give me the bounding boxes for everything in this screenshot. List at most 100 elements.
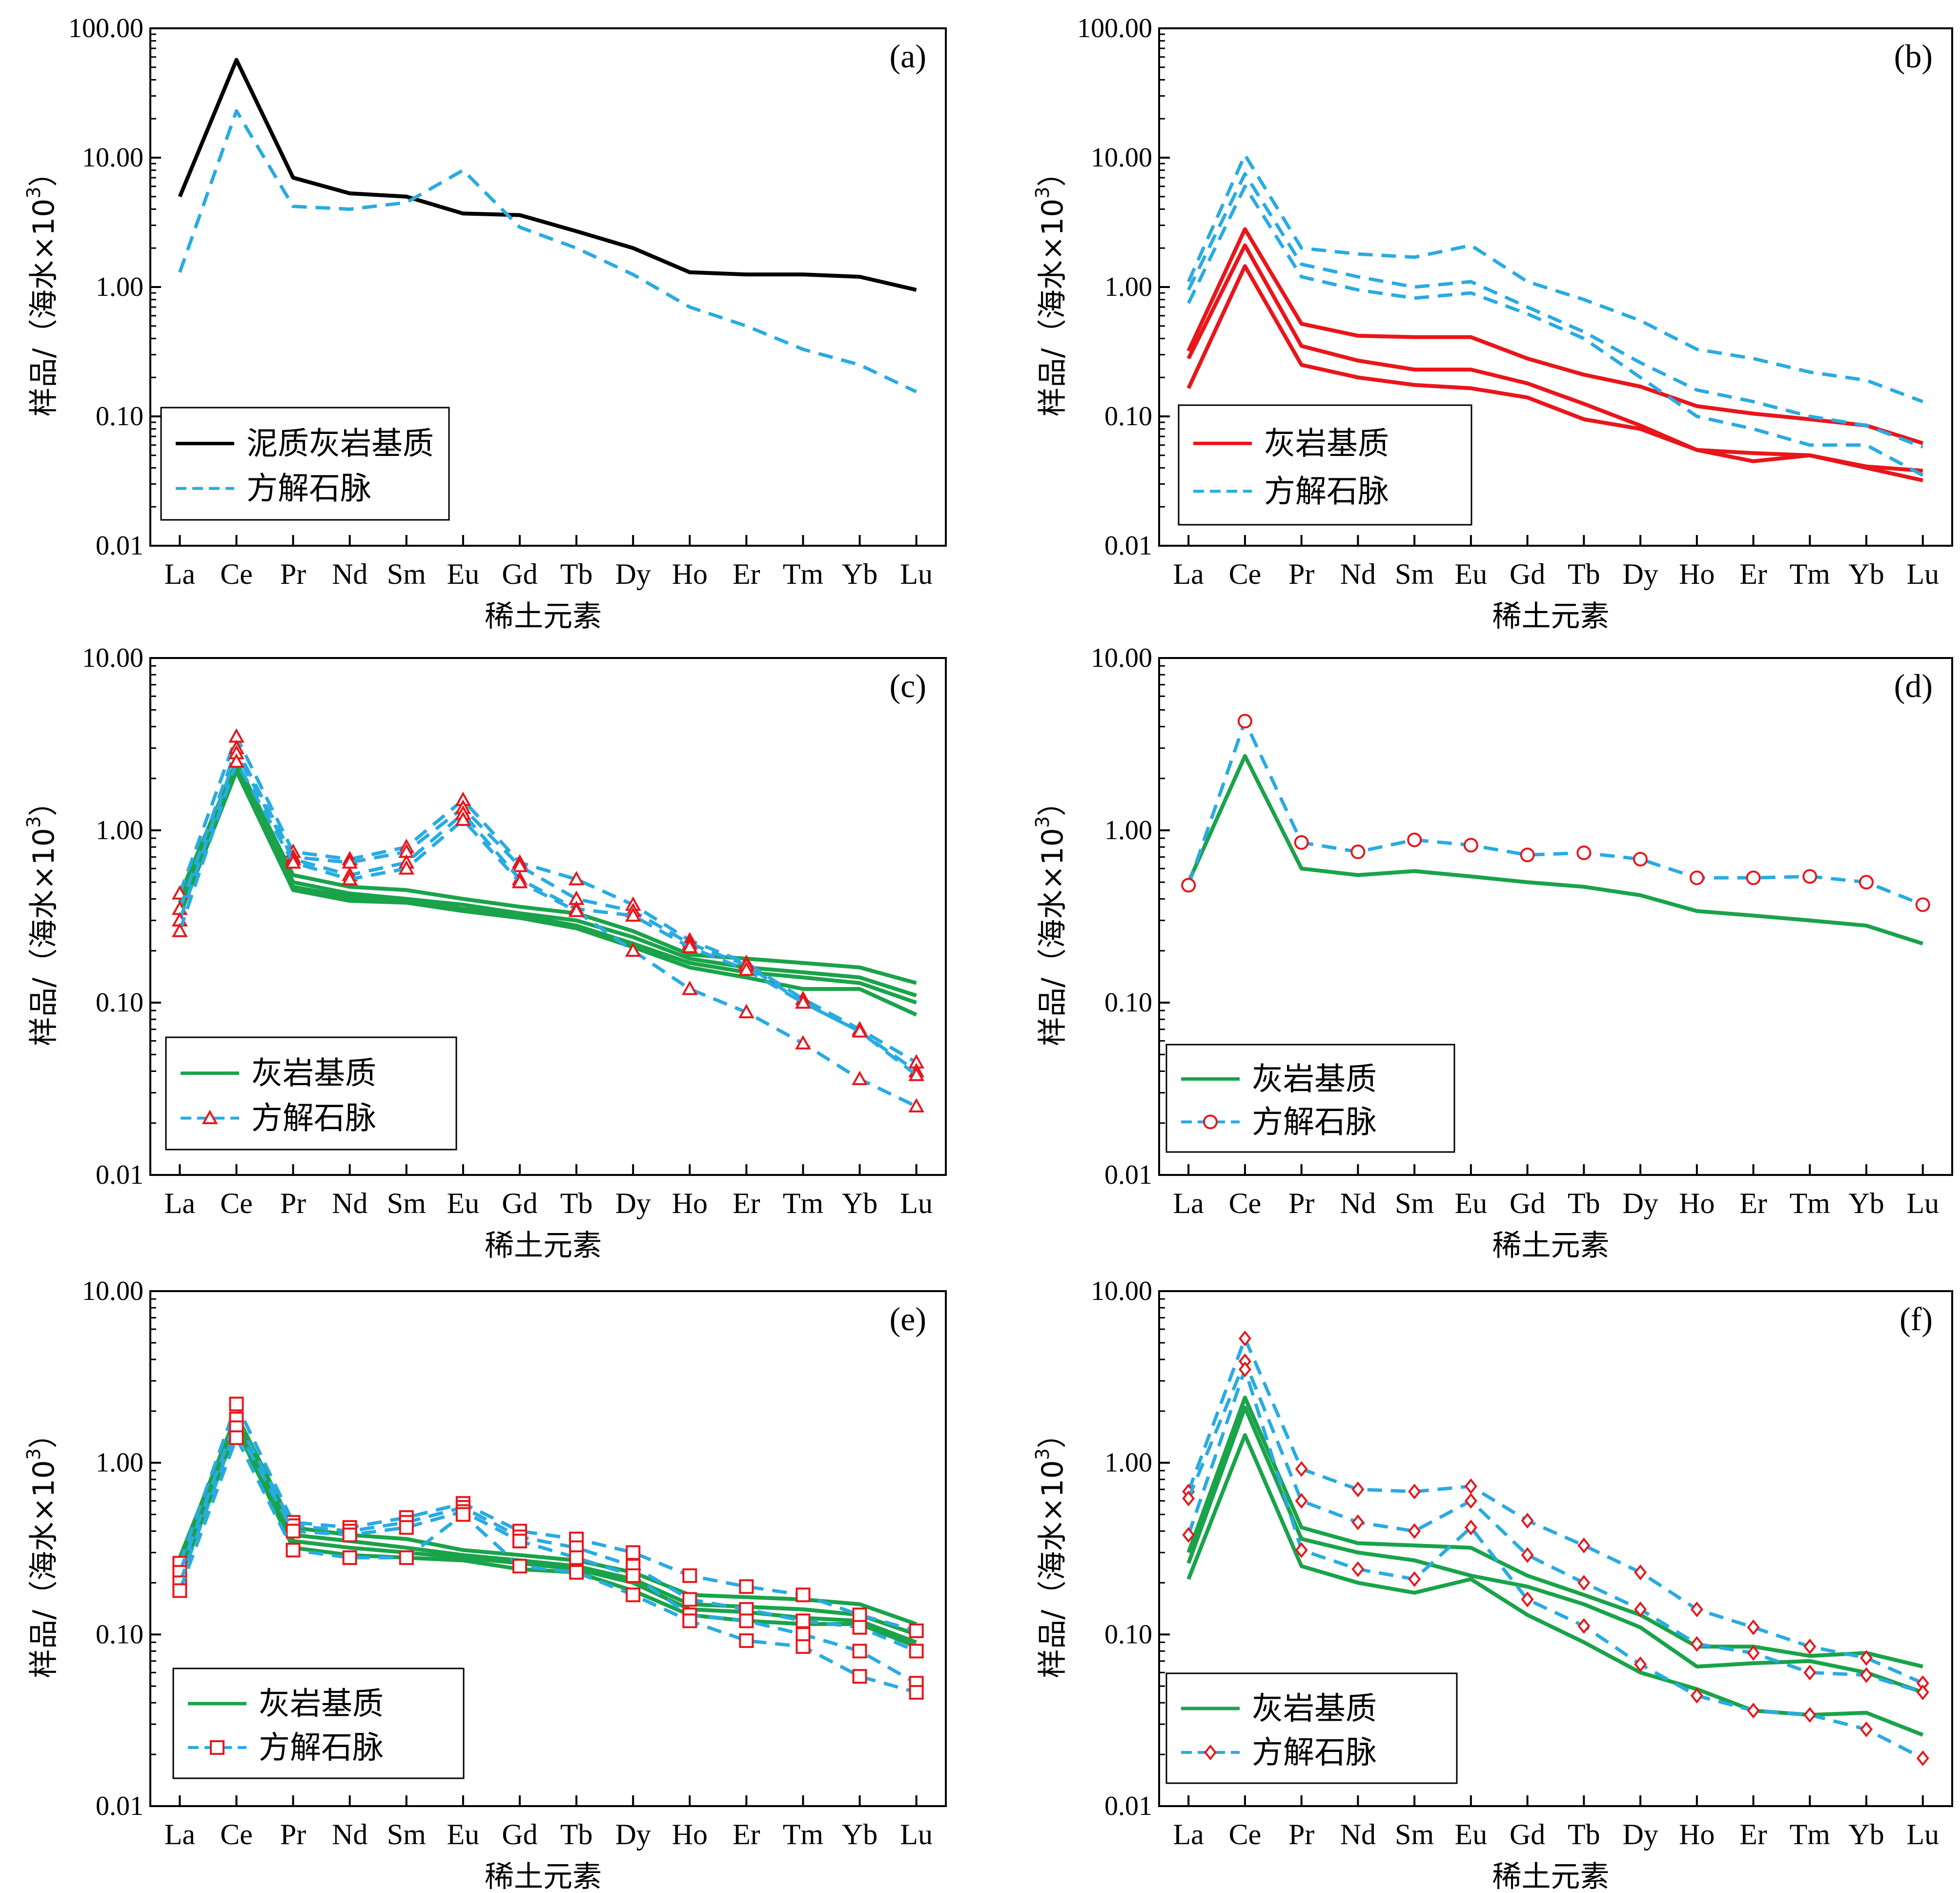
legend-marker-diamond xyxy=(1204,1744,1217,1761)
data-point-triangle xyxy=(738,1004,755,1018)
data-point-square xyxy=(682,1613,697,1628)
x-category-nd: Nd xyxy=(1340,558,1376,590)
data-point-diamond xyxy=(1351,1561,1365,1577)
x-category-ce: Ce xyxy=(220,1818,253,1851)
data-point-square xyxy=(569,1565,584,1580)
data-point-triangle xyxy=(681,980,698,995)
series-line xyxy=(1186,1359,1923,1694)
plot-frame xyxy=(149,657,947,1176)
x-category-yb: Yb xyxy=(842,1818,878,1851)
y-tick-label: 100.00 xyxy=(68,13,143,43)
data-point-diamond xyxy=(1634,1656,1647,1672)
series-line xyxy=(1186,1405,1924,1694)
x-category-ho: Ho xyxy=(1679,1818,1715,1851)
y-axis-title: 样品/（海水×103） xyxy=(23,1419,61,1678)
data-point-square xyxy=(739,1633,754,1648)
legend-label: 灰岩基质 xyxy=(251,1056,376,1092)
data-point-square xyxy=(796,1627,811,1642)
series-line xyxy=(1186,1367,1924,1760)
series-line xyxy=(178,746,918,1073)
legend-marker-triangle xyxy=(202,1110,218,1124)
legend-label: 灰岩基质 xyxy=(259,1686,384,1722)
data-point-triangle xyxy=(795,1035,811,1049)
plot-frame xyxy=(1158,657,1953,1176)
x-category-eu: Eu xyxy=(1455,1187,1488,1219)
data-point-square xyxy=(286,1523,301,1539)
series-line xyxy=(178,1417,917,1653)
x-category-pr: Pr xyxy=(280,558,306,590)
legend-box xyxy=(160,407,450,521)
y-axis-title: 样品/（海水×103） xyxy=(1032,157,1070,416)
x-category-tm: Tm xyxy=(1790,1187,1830,1219)
series-line xyxy=(178,58,917,292)
series-line xyxy=(1186,264,1923,483)
x-category-lu: Lu xyxy=(900,1818,933,1851)
data-point-triangle xyxy=(568,903,585,917)
plot-frame xyxy=(149,1290,947,1807)
x-category-sm: Sm xyxy=(1395,558,1434,590)
data-point-diamond xyxy=(1634,1564,1647,1581)
x-category-er: Er xyxy=(733,1187,760,1219)
data-point-square xyxy=(399,1520,414,1535)
legend-box xyxy=(172,1667,465,1779)
data-point-square xyxy=(852,1669,867,1684)
data-point-diamond xyxy=(1408,1571,1421,1587)
x-category-er: Er xyxy=(733,1818,760,1851)
y-tick-label: 10.00 xyxy=(82,143,143,173)
series-line xyxy=(1187,185,1924,477)
legend-label: 方解石脉 xyxy=(1252,1104,1377,1140)
y-axis-title: 样品/（海水×103） xyxy=(23,787,61,1046)
panel-a: 100.00 10.00 1.00 0.10 0.01 La Ce Pr Nd Sm Eu Gd Tb D… xyxy=(23,13,947,634)
x-category-tm: Tm xyxy=(1790,1818,1830,1851)
panel-e: 10.00 1.00 0.10 0.01 La Ce Pr Nd Sm Eu Gd Tb Dy Ho Er T… xyxy=(23,1276,947,1893)
y-tick-label: 1.00 xyxy=(1104,1448,1152,1478)
legend-marker-circle xyxy=(1203,1114,1218,1130)
data-point-diamond xyxy=(1521,1513,1534,1529)
data-point-square xyxy=(909,1644,924,1659)
data-point-circle xyxy=(1520,847,1535,863)
data-point-square xyxy=(626,1545,641,1560)
legend-label: 灰岩基质 xyxy=(1252,1061,1377,1097)
data-point-square xyxy=(399,1550,414,1565)
panel-tag: (d) xyxy=(1894,667,1933,704)
x-category-gd: Gd xyxy=(502,558,537,590)
series-line xyxy=(178,751,918,1077)
x-category-er: Er xyxy=(1739,1818,1767,1851)
x-category-er: Er xyxy=(1739,1187,1767,1219)
panel-b: 100.00 10.00 1.00 0.10 0.01 La Ce Pr Nd Sm Eu Gd Tb D… xyxy=(1032,13,1953,634)
data-point-triangle xyxy=(738,961,755,976)
x-category-ce: Ce xyxy=(1229,558,1262,590)
y-axis-title: 样品/（海水×103） xyxy=(1032,787,1070,1046)
x-category-la: La xyxy=(1173,1187,1204,1219)
data-point-square xyxy=(626,1568,641,1583)
data-point-diamond xyxy=(1690,1636,1703,1652)
data-point-diamond xyxy=(1577,1575,1591,1591)
data-point-diamond xyxy=(1860,1721,1873,1737)
x-category-pr: Pr xyxy=(280,1818,306,1851)
data-point-diamond xyxy=(1577,1618,1591,1634)
y-tick-label: 0.01 xyxy=(1104,531,1152,561)
data-point-diamond xyxy=(1803,1638,1817,1655)
data-point-square xyxy=(796,1639,811,1654)
y-tick-label: 0.01 xyxy=(96,531,143,561)
x-category-nd: Nd xyxy=(332,558,368,590)
x-category-sm: Sm xyxy=(387,1818,426,1851)
y-tick-label: 0.10 xyxy=(1104,988,1152,1018)
x-category-tm: Tm xyxy=(783,1187,823,1219)
x-category-la: La xyxy=(164,1818,195,1851)
x-category-lu: Lu xyxy=(900,558,933,590)
data-point-diamond xyxy=(1238,1361,1251,1378)
data-point-triangle xyxy=(228,753,245,768)
x-category-lu: Lu xyxy=(1906,1818,1939,1851)
x-category-lu: Lu xyxy=(1906,558,1939,590)
y-tick-label: 0.01 xyxy=(96,1160,143,1190)
data-point-circle xyxy=(1633,852,1648,867)
x-category-pr: Pr xyxy=(1288,1818,1314,1851)
y-axis-title: 样品/（海水×103） xyxy=(23,157,61,416)
x-category-yb: Yb xyxy=(842,558,878,590)
data-point-diamond xyxy=(1408,1523,1421,1539)
data-point-circle xyxy=(1350,844,1366,860)
